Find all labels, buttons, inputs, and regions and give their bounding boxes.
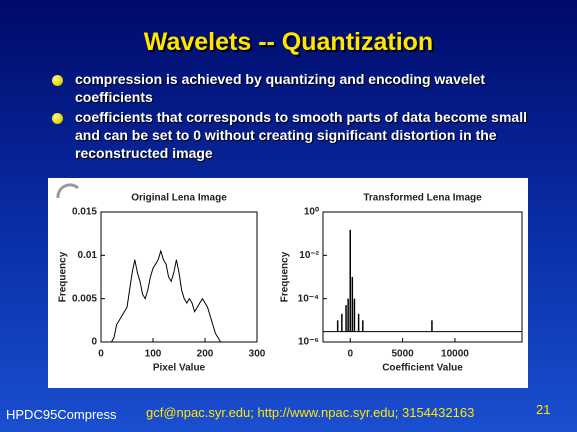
x-tick-label: 0 — [347, 349, 353, 360]
bullet-dot — [52, 75, 63, 86]
bullet-text: coefficients that corresponds to smooth … — [75, 109, 527, 161]
y-axis-label: Frequency — [58, 251, 69, 302]
y-tick-label: 0.01 — [78, 250, 98, 261]
page-number: 21 — [536, 402, 551, 417]
chart-title: Original Lena Image — [131, 193, 227, 204]
bullet-dot — [52, 113, 63, 124]
y-tick-label: 10⁻² — [299, 250, 319, 261]
y-tick-label: 10⁻⁶ — [298, 337, 319, 348]
x-tick-label: 300 — [249, 349, 266, 360]
y-tick-label: 0.015 — [72, 207, 97, 218]
decoration — [56, 183, 80, 199]
plot-frame — [100, 211, 258, 343]
y-axis-label: Frequency — [280, 251, 291, 302]
y-tick-label: 10⁰ — [304, 207, 319, 218]
data-line — [101, 249, 234, 343]
plot-frame — [322, 211, 523, 343]
y-tick-label: 10⁻⁴ — [298, 293, 319, 304]
y-tick-label: 0.005 — [72, 293, 97, 304]
x-tick-label: 5000 — [391, 349, 414, 360]
x-axis-label: Coefficient Value — [382, 363, 463, 374]
x-tick-label: 200 — [197, 349, 214, 360]
bullet-text: compression is achieved by quantizing an… — [75, 71, 485, 105]
chart-title: Transformed Lena Image — [363, 193, 482, 204]
y-tick-label: 0 — [91, 337, 97, 348]
slide-title: Wavelets -- Quantization — [143, 28, 434, 56]
footer-left: HPDC95Compress — [6, 407, 117, 422]
figure-background — [48, 178, 528, 388]
x-tick-label: 100 — [145, 349, 162, 360]
x-tick-label: 0 — [98, 349, 104, 360]
footer-center: gcf@npac.syr.edu; http://www.npac.syr.ed… — [146, 405, 475, 420]
x-axis-label: Pixel Value — [153, 363, 206, 374]
x-tick-label: 10000 — [441, 349, 469, 360]
